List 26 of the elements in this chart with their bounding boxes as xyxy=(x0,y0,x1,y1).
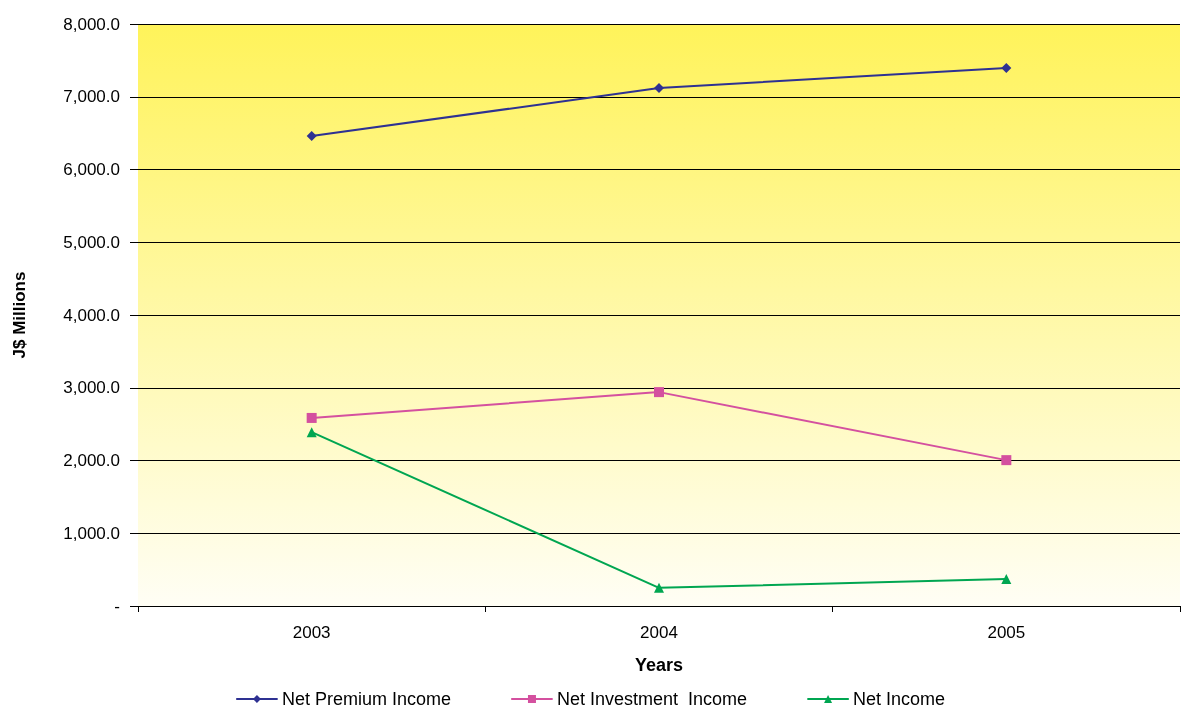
point xyxy=(306,131,317,142)
point xyxy=(1001,574,1012,585)
x-axis-title: Years xyxy=(634,655,684,675)
y-tick-label: 3,000.0 xyxy=(63,378,120,398)
y-tick-label: 5,000.0 xyxy=(63,232,120,252)
y-axis-title: J$ Millions xyxy=(10,271,29,359)
legend-label: Net Income xyxy=(853,689,946,709)
x-tick-label: 2003 xyxy=(292,623,331,642)
x-tick-label: 2005 xyxy=(987,623,1026,642)
y-tick-label: 8,000.0 xyxy=(63,14,120,34)
legend-label: Net Investment Income xyxy=(556,689,748,709)
point xyxy=(654,582,664,593)
point xyxy=(306,427,317,438)
y-tick-label: 7,000.0 xyxy=(63,87,120,107)
point xyxy=(654,387,664,398)
point xyxy=(654,83,664,94)
y-tick-label: 2,000.0 xyxy=(63,451,120,470)
y-tick-label: 4,000.0 xyxy=(63,305,120,325)
y-tick-label: 6,000.0 xyxy=(63,160,120,179)
point xyxy=(1001,455,1012,466)
y-tick-label: - xyxy=(114,596,120,616)
point xyxy=(1001,63,1012,74)
x-tick-label: 2004 xyxy=(640,623,678,642)
legend-label: Net Premium Income xyxy=(281,689,451,709)
point xyxy=(306,412,317,423)
y-tick-label: 1,000.0 xyxy=(63,523,120,543)
